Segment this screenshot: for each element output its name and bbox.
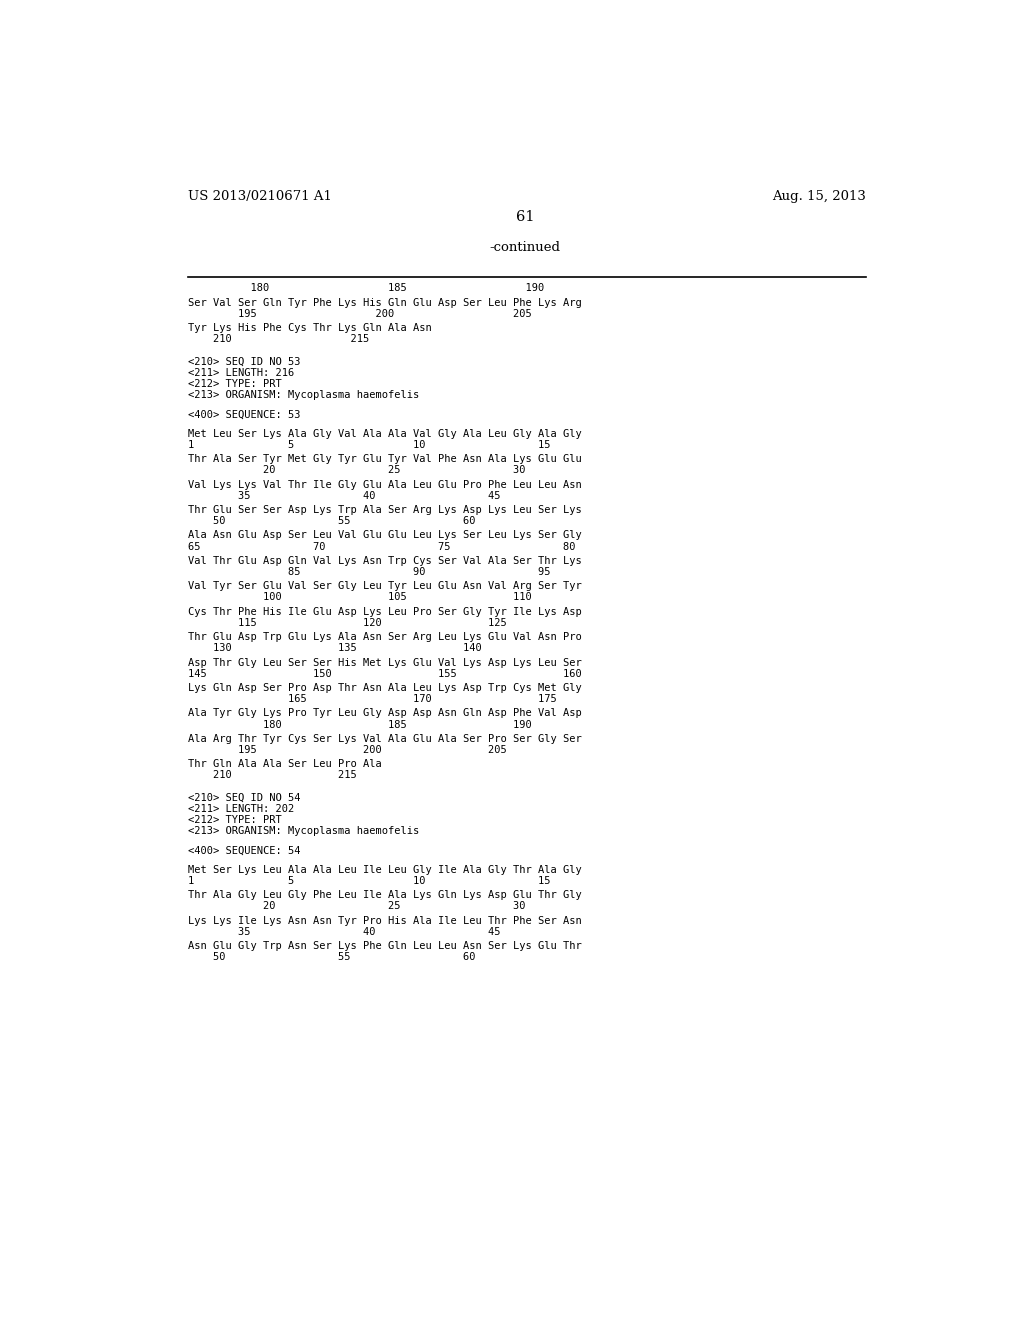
Text: 210                   215: 210 215 bbox=[187, 334, 369, 345]
Text: 20                  25                  30: 20 25 30 bbox=[187, 466, 525, 475]
Text: Val Thr Glu Asp Gln Val Lys Asn Trp Cys Ser Val Ala Ser Thr Lys: Val Thr Glu Asp Gln Val Lys Asn Trp Cys … bbox=[187, 556, 582, 566]
Text: <210> SEQ ID NO 54: <210> SEQ ID NO 54 bbox=[187, 793, 300, 803]
Text: 65                  70                  75                  80: 65 70 75 80 bbox=[187, 541, 575, 552]
Text: <400> SEQUENCE: 53: <400> SEQUENCE: 53 bbox=[187, 409, 300, 420]
Text: 195                   200                   205: 195 200 205 bbox=[187, 309, 531, 319]
Text: <210> SEQ ID NO 53: <210> SEQ ID NO 53 bbox=[187, 356, 300, 367]
Text: <211> LENGTH: 202: <211> LENGTH: 202 bbox=[187, 804, 294, 814]
Text: 1               5                   10                  15: 1 5 10 15 bbox=[187, 440, 550, 450]
Text: 35                  40                  45: 35 40 45 bbox=[187, 927, 500, 937]
Text: Val Lys Lys Val Thr Ile Gly Glu Ala Leu Glu Pro Phe Leu Leu Asn: Val Lys Lys Val Thr Ile Gly Glu Ala Leu … bbox=[187, 479, 582, 490]
Text: <212> TYPE: PRT: <212> TYPE: PRT bbox=[187, 379, 282, 389]
Text: Lys Lys Ile Lys Asn Asn Tyr Pro His Ala Ile Leu Thr Phe Ser Asn: Lys Lys Ile Lys Asn Asn Tyr Pro His Ala … bbox=[187, 916, 582, 925]
Text: 50                  55                  60: 50 55 60 bbox=[187, 516, 475, 527]
Text: 85                  90                  95: 85 90 95 bbox=[187, 568, 550, 577]
Text: Cys Thr Phe His Ile Glu Asp Lys Leu Pro Ser Gly Tyr Ile Lys Asp: Cys Thr Phe His Ile Glu Asp Lys Leu Pro … bbox=[187, 607, 582, 616]
Text: Ser Val Ser Gln Tyr Phe Lys His Gln Glu Asp Ser Leu Phe Lys Arg: Ser Val Ser Gln Tyr Phe Lys His Gln Glu … bbox=[187, 298, 582, 308]
Text: <212> TYPE: PRT: <212> TYPE: PRT bbox=[187, 814, 282, 825]
Text: 210                 215: 210 215 bbox=[187, 771, 356, 780]
Text: Asn Glu Gly Trp Asn Ser Lys Phe Gln Leu Leu Asn Ser Lys Glu Thr: Asn Glu Gly Trp Asn Ser Lys Phe Gln Leu … bbox=[187, 941, 582, 952]
Text: Thr Glu Asp Trp Glu Lys Ala Asn Ser Arg Leu Lys Glu Val Asn Pro: Thr Glu Asp Trp Glu Lys Ala Asn Ser Arg … bbox=[187, 632, 582, 642]
Text: 100                 105                 110: 100 105 110 bbox=[187, 593, 531, 602]
Text: Ala Tyr Gly Lys Pro Tyr Leu Gly Asp Asp Asn Gln Asp Phe Val Asp: Ala Tyr Gly Lys Pro Tyr Leu Gly Asp Asp … bbox=[187, 709, 582, 718]
Text: Thr Glu Ser Ser Asp Lys Trp Ala Ser Arg Lys Asp Lys Leu Ser Lys: Thr Glu Ser Ser Asp Lys Trp Ala Ser Arg … bbox=[187, 506, 582, 515]
Text: Thr Ala Gly Leu Gly Phe Leu Ile Ala Lys Gln Lys Asp Glu Thr Gly: Thr Ala Gly Leu Gly Phe Leu Ile Ala Lys … bbox=[187, 890, 582, 900]
Text: Lys Gln Asp Ser Pro Asp Thr Asn Ala Leu Lys Asp Trp Cys Met Gly: Lys Gln Asp Ser Pro Asp Thr Asn Ala Leu … bbox=[187, 682, 582, 693]
Text: <213> ORGANISM: Mycoplasma haemofelis: <213> ORGANISM: Mycoplasma haemofelis bbox=[187, 826, 419, 837]
Text: Asp Thr Gly Leu Ser Ser His Met Lys Glu Val Lys Asp Lys Leu Ser: Asp Thr Gly Leu Ser Ser His Met Lys Glu … bbox=[187, 657, 582, 668]
Text: Val Tyr Ser Glu Val Ser Gly Leu Tyr Leu Glu Asn Val Arg Ser Tyr: Val Tyr Ser Glu Val Ser Gly Leu Tyr Leu … bbox=[187, 581, 582, 591]
Text: Met Leu Ser Lys Ala Gly Val Ala Ala Val Gly Ala Leu Gly Ala Gly: Met Leu Ser Lys Ala Gly Val Ala Ala Val … bbox=[187, 429, 582, 438]
Text: <400> SEQUENCE: 54: <400> SEQUENCE: 54 bbox=[187, 846, 300, 855]
Text: US 2013/0210671 A1: US 2013/0210671 A1 bbox=[187, 190, 332, 202]
Text: 180                   185                   190: 180 185 190 bbox=[187, 284, 544, 293]
Text: 195                 200                 205: 195 200 205 bbox=[187, 744, 506, 755]
Text: Met Ser Lys Leu Ala Ala Leu Ile Leu Gly Ile Ala Gly Thr Ala Gly: Met Ser Lys Leu Ala Ala Leu Ile Leu Gly … bbox=[187, 865, 582, 875]
Text: Tyr Lys His Phe Cys Thr Lys Gln Ala Asn: Tyr Lys His Phe Cys Thr Lys Gln Ala Asn bbox=[187, 323, 431, 333]
Text: <213> ORGANISM: Mycoplasma haemofelis: <213> ORGANISM: Mycoplasma haemofelis bbox=[187, 391, 419, 400]
Text: Ala Asn Glu Asp Ser Leu Val Glu Glu Leu Lys Ser Leu Lys Ser Gly: Ala Asn Glu Asp Ser Leu Val Glu Glu Leu … bbox=[187, 531, 582, 540]
Text: 1               5                   10                  15: 1 5 10 15 bbox=[187, 876, 550, 886]
Text: 50                  55                  60: 50 55 60 bbox=[187, 952, 475, 962]
Text: <211> LENGTH: 216: <211> LENGTH: 216 bbox=[187, 368, 294, 378]
Text: 130                 135                 140: 130 135 140 bbox=[187, 643, 481, 653]
Text: Thr Ala Ser Tyr Met Gly Tyr Glu Tyr Val Phe Asn Ala Lys Glu Glu: Thr Ala Ser Tyr Met Gly Tyr Glu Tyr Val … bbox=[187, 454, 582, 465]
Text: Thr Gln Ala Ala Ser Leu Pro Ala: Thr Gln Ala Ala Ser Leu Pro Ala bbox=[187, 759, 381, 770]
Text: 61: 61 bbox=[515, 210, 535, 224]
Text: Aug. 15, 2013: Aug. 15, 2013 bbox=[772, 190, 866, 202]
Text: 165                 170                 175: 165 170 175 bbox=[187, 694, 556, 704]
Text: 180                 185                 190: 180 185 190 bbox=[187, 719, 531, 730]
Text: 35                  40                  45: 35 40 45 bbox=[187, 491, 500, 500]
Text: 145                 150                 155                 160: 145 150 155 160 bbox=[187, 669, 582, 678]
Text: 20                  25                  30: 20 25 30 bbox=[187, 902, 525, 912]
Text: Ala Arg Thr Tyr Cys Ser Lys Val Ala Glu Ala Ser Pro Ser Gly Ser: Ala Arg Thr Tyr Cys Ser Lys Val Ala Glu … bbox=[187, 734, 582, 743]
Text: -continued: -continued bbox=[489, 242, 560, 255]
Text: 115                 120                 125: 115 120 125 bbox=[187, 618, 506, 628]
